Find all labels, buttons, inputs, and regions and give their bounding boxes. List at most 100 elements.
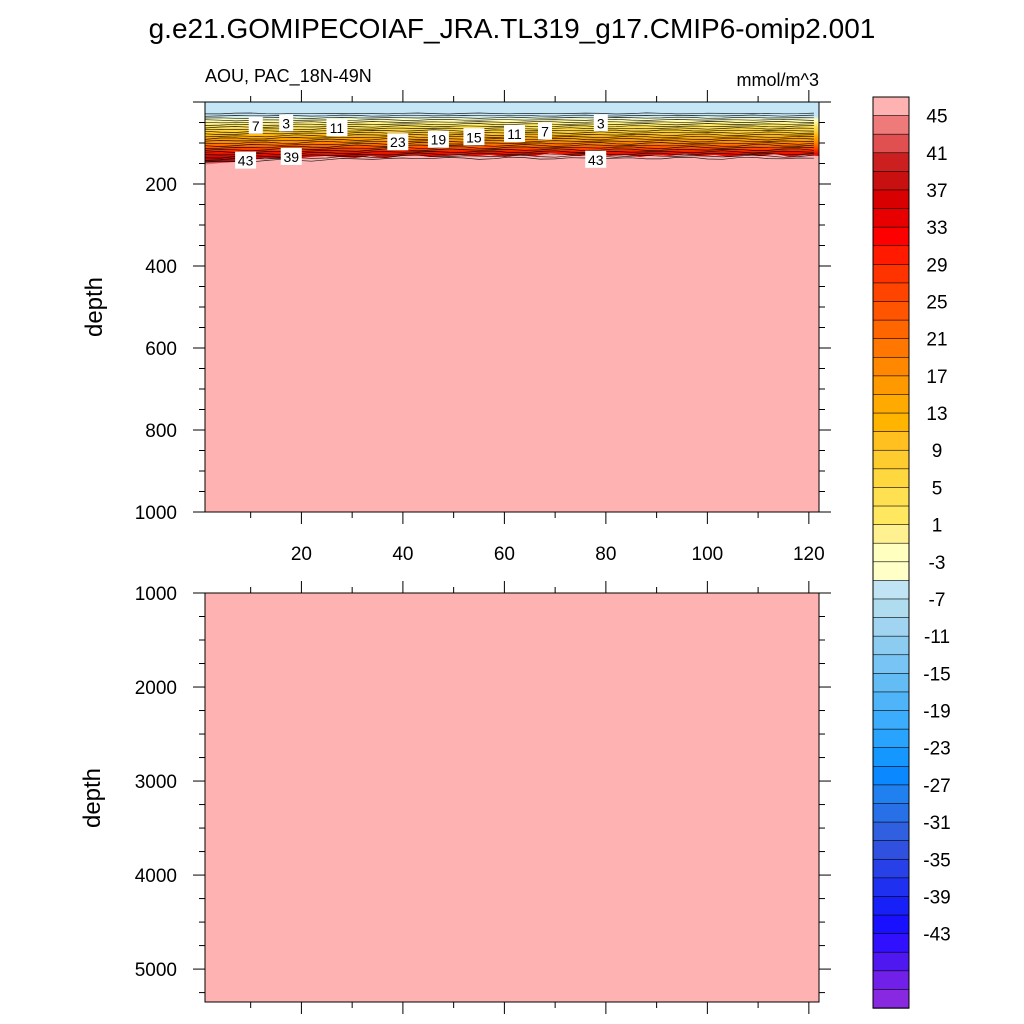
colorbar-swatch xyxy=(872,449,910,470)
colorbar-label: 1 xyxy=(932,516,943,537)
colorbar-frame xyxy=(872,96,910,1009)
colorbar-swatch xyxy=(872,896,910,916)
contour-label: 11 xyxy=(507,126,522,142)
upper-deep-fill xyxy=(205,102,819,512)
contour-label-box xyxy=(235,151,257,169)
upper-y-tick-label: 200 xyxy=(145,175,177,196)
upper-y-tick-label: 400 xyxy=(145,257,177,278)
contour-label-box xyxy=(326,119,348,137)
colorbar-swatch xyxy=(872,691,910,712)
upper-x-axis: 20 40 60 80 100 120 xyxy=(250,90,825,565)
contour-line xyxy=(205,120,814,124)
colorbar-swatch xyxy=(872,728,910,749)
contour-line xyxy=(205,118,814,122)
contour-label: 23 xyxy=(390,134,406,150)
colorbar-swatch xyxy=(872,747,910,768)
contour-line xyxy=(205,144,814,149)
colorbar-swatch xyxy=(872,710,910,730)
colorbar-label: 45 xyxy=(926,107,947,128)
lower-y-tick-label: 4000 xyxy=(135,866,177,887)
colorbar-swatch xyxy=(872,319,910,340)
contour-line xyxy=(205,116,814,119)
colorbar-swatch xyxy=(872,468,910,489)
upper-y-axis-label: depth xyxy=(81,277,108,337)
contour-label-box xyxy=(427,130,449,148)
colorbar-label: -15 xyxy=(923,664,950,685)
colorbar-swatch xyxy=(872,784,910,805)
colorbar-swatch xyxy=(872,96,910,117)
colorbar-swatch xyxy=(872,264,910,284)
colorbar-swatch xyxy=(872,189,910,210)
contour-line xyxy=(205,152,814,159)
colorbar-swatch xyxy=(872,561,910,582)
colorbar-swatch xyxy=(872,989,910,1009)
upper-y-tick-label: 800 xyxy=(145,421,177,442)
contour-label-box xyxy=(585,150,607,168)
upper-x-tick-label: 120 xyxy=(793,544,825,565)
upper-x-tick-label: 80 xyxy=(595,544,616,565)
colorbar-swatch xyxy=(872,394,910,414)
colorbar-swatch xyxy=(872,431,910,451)
contour-label: 43 xyxy=(588,152,604,168)
contour-line xyxy=(205,156,814,163)
colorbar-label: 29 xyxy=(926,255,947,276)
contour-line xyxy=(205,148,814,154)
colorbar-swatch xyxy=(872,356,910,377)
colorbar-label: 33 xyxy=(926,218,947,239)
colorbar-swatch xyxy=(872,877,910,898)
contour-label: 3 xyxy=(282,115,290,131)
colorbar-label: -11 xyxy=(924,627,950,648)
colorbar-label: -3 xyxy=(929,553,946,574)
colorbar-swatch xyxy=(872,524,910,544)
colorbar-swatch xyxy=(872,821,910,842)
page-title: g.e21.GOMIPECOIAF_JRA.TL319_g17.CMIP6-om… xyxy=(149,13,876,44)
lower-plot-frame xyxy=(204,592,820,1003)
lower-y-axis: 1000 2000 3000 4000 5000 xyxy=(135,584,831,994)
contour-label-box xyxy=(387,133,409,151)
colorbar-label: 13 xyxy=(926,404,947,425)
contour-label-box xyxy=(537,122,552,140)
contour-label-box xyxy=(463,128,485,146)
colorbar-swatch xyxy=(872,208,910,228)
colorbar-swatch xyxy=(872,803,910,823)
colorbar-swatch xyxy=(872,951,910,972)
colorbar-label: 5 xyxy=(932,478,943,499)
contour-label-box xyxy=(504,124,526,142)
lower-panel: 1000 2000 3000 4000 5000 depth xyxy=(79,581,831,1014)
upper-x-tick-label: 40 xyxy=(392,544,413,565)
colorbar-swatch xyxy=(872,487,910,507)
colorbar-swatch xyxy=(872,542,910,563)
colorbar-label: 21 xyxy=(926,330,947,351)
colorbar-swatch xyxy=(872,152,910,173)
colorbar-label: 25 xyxy=(926,293,947,314)
upper-y-tick-label: 600 xyxy=(145,339,177,360)
contour-label-box xyxy=(280,147,302,165)
upper-title-right: mmol/m^3 xyxy=(737,70,819,90)
colorbar-swatch xyxy=(872,226,910,247)
colorbar-swatch xyxy=(872,133,910,154)
colorbar-swatch xyxy=(872,914,910,935)
upper-title-left: AOU, PAC_18N-49N xyxy=(205,66,372,87)
contour-line xyxy=(205,146,814,152)
contour-line xyxy=(205,142,814,147)
colorbar-swatch xyxy=(872,580,910,600)
colorbar-label: -35 xyxy=(923,850,950,871)
colorbar-label: -27 xyxy=(923,776,950,797)
upper-x-tick-label: 60 xyxy=(494,544,515,565)
colorbar: 45 41 37 33 29 25 21 17 13 9 5 1 -3 -7 -11 -15 -19 -23 -27… xyxy=(872,96,951,1009)
contour-line xyxy=(205,154,814,161)
contour-label: 7 xyxy=(252,118,260,134)
colorbar-swatch xyxy=(872,245,910,266)
colorbar-swatch xyxy=(872,654,910,675)
contour-label-box xyxy=(248,116,263,134)
lower-y-tick-label: 2000 xyxy=(135,678,177,699)
colorbar-swatch xyxy=(872,598,910,619)
contour-label: 39 xyxy=(283,149,299,165)
colorbar-swatch xyxy=(872,505,910,526)
colorbar-swatch xyxy=(872,617,910,637)
colorbar-swatch xyxy=(872,282,910,303)
contour-line xyxy=(205,114,814,117)
upper-y-tick-label: 1000 xyxy=(135,503,177,524)
colorbar-swatch xyxy=(872,635,910,656)
